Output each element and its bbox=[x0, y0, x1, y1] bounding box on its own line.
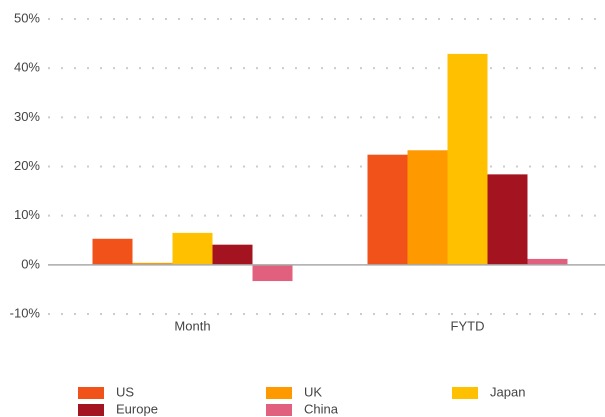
x-tick-label: Month bbox=[174, 318, 210, 333]
bar bbox=[487, 174, 528, 265]
y-tick-label: -10% bbox=[10, 305, 41, 320]
bar bbox=[527, 258, 568, 265]
bar bbox=[447, 53, 488, 265]
legend-label: UK bbox=[304, 384, 322, 399]
bar bbox=[132, 262, 173, 265]
legend-label: Japan bbox=[490, 384, 525, 399]
legend-swatch bbox=[452, 387, 478, 399]
bar bbox=[212, 244, 253, 265]
legend-swatch bbox=[78, 404, 104, 416]
bar bbox=[252, 264, 293, 282]
x-tick-label: FYTD bbox=[451, 318, 485, 333]
y-tick-label: 40% bbox=[14, 60, 40, 75]
y-tick-label: 10% bbox=[14, 207, 40, 222]
legend-label: China bbox=[304, 401, 339, 416]
legend-swatch bbox=[266, 387, 292, 399]
legend-label: US bbox=[116, 384, 134, 399]
y-tick-label: 20% bbox=[14, 158, 40, 173]
y-tick-label: 50% bbox=[14, 10, 40, 25]
legend-swatch bbox=[266, 404, 292, 416]
y-tick-label: 0% bbox=[21, 256, 40, 271]
bar bbox=[407, 150, 448, 265]
y-tick-label: 30% bbox=[14, 109, 40, 124]
legend-label: Europe bbox=[116, 401, 158, 416]
bar bbox=[92, 238, 133, 265]
legend-swatch bbox=[78, 387, 104, 399]
bar bbox=[172, 232, 213, 265]
bar bbox=[367, 154, 408, 265]
